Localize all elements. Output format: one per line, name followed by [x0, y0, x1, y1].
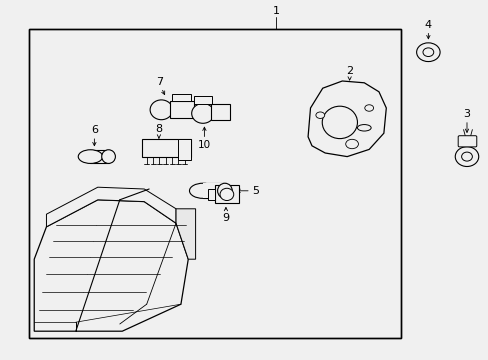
Text: 3: 3 [463, 109, 469, 119]
Polygon shape [34, 200, 188, 331]
Bar [215, 185, 238, 203]
Ellipse shape [416, 43, 439, 62]
Text: 4: 4 [424, 19, 431, 30]
Polygon shape [307, 81, 386, 157]
Circle shape [315, 112, 324, 118]
FancyBboxPatch shape [457, 136, 476, 147]
Ellipse shape [150, 100, 172, 120]
Text: 2: 2 [346, 66, 352, 76]
Text: 10: 10 [198, 140, 210, 150]
Bar [203, 183, 224, 198]
Bar [207, 189, 215, 200]
Text: 8: 8 [155, 124, 162, 134]
Bar [193, 96, 212, 104]
Circle shape [364, 105, 373, 111]
Ellipse shape [461, 152, 471, 161]
Bar [142, 139, 190, 157]
Ellipse shape [102, 150, 115, 163]
Text: 1: 1 [272, 6, 279, 16]
Bar [172, 94, 190, 101]
Circle shape [345, 139, 358, 149]
Ellipse shape [454, 147, 478, 166]
Bar [178, 139, 190, 160]
Polygon shape [176, 209, 195, 259]
Text: 9: 9 [222, 213, 229, 223]
Bar [170, 101, 193, 118]
Ellipse shape [217, 183, 232, 198]
Ellipse shape [422, 48, 433, 57]
Ellipse shape [78, 150, 102, 163]
Bar [29, 29, 400, 338]
Ellipse shape [191, 104, 214, 123]
Text: 5: 5 [251, 186, 258, 196]
Ellipse shape [220, 188, 233, 201]
Bar [211, 104, 229, 120]
Ellipse shape [189, 183, 216, 198]
Ellipse shape [357, 125, 370, 131]
Bar [29, 29, 400, 338]
Ellipse shape [322, 106, 357, 139]
Text: 7: 7 [156, 77, 163, 87]
Polygon shape [46, 187, 176, 227]
Text: 6: 6 [91, 125, 98, 135]
